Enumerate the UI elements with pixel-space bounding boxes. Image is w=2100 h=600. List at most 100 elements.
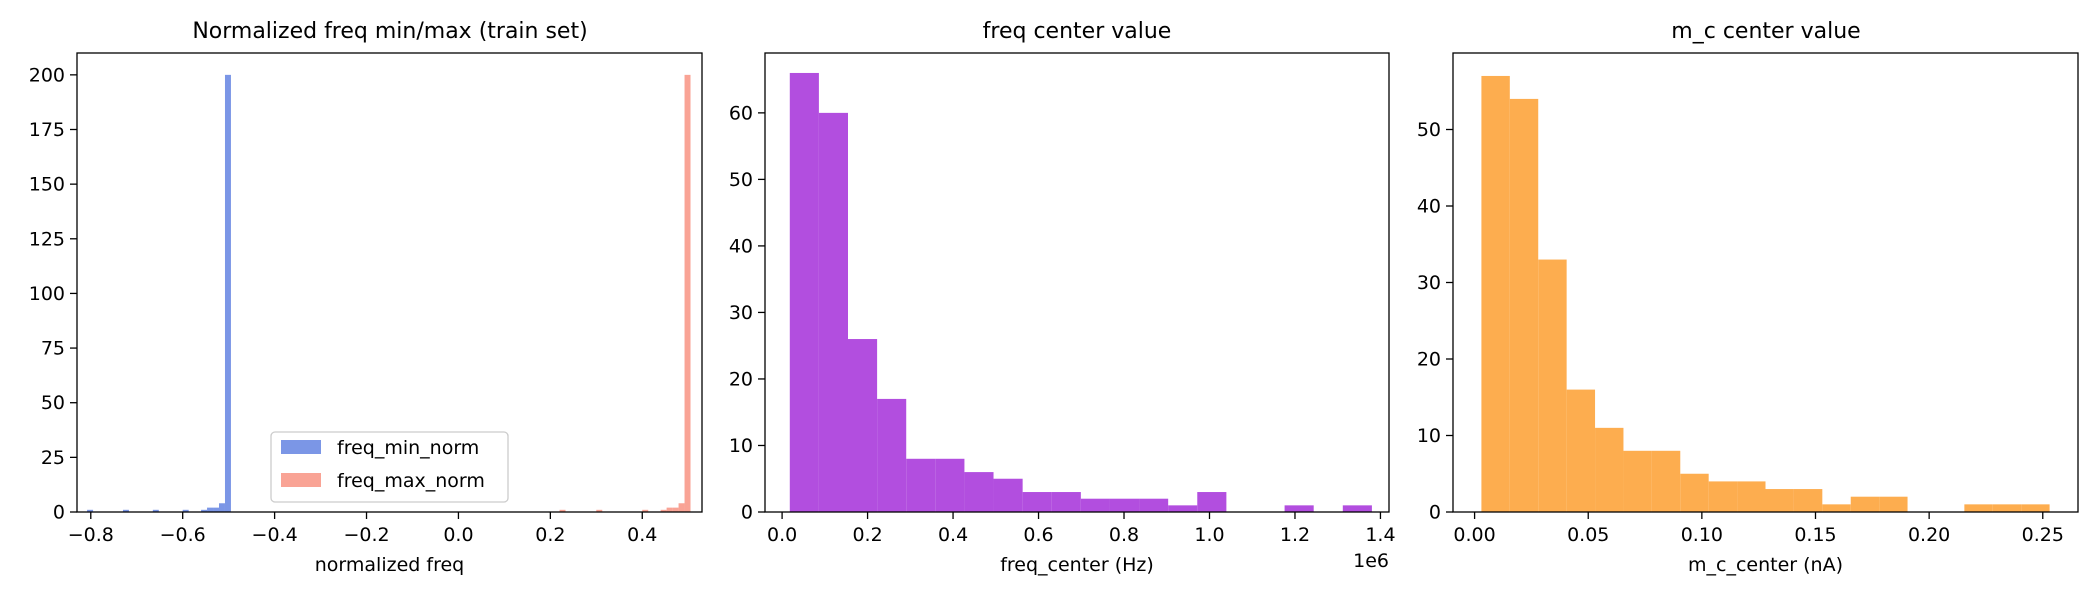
histogram-bar-series-0-11 <box>1109 498 1140 512</box>
bars <box>87 74 691 513</box>
x-tick-label: 0.0 <box>767 524 797 546</box>
histogram-bar-freq-max-norm-3 <box>660 509 667 512</box>
histogram-bar-series-0-4 <box>1595 427 1624 512</box>
x-axis-ticks: −0.8 −0.6 −0.4 −0.2 0.0 0.2 0.4 <box>68 512 657 546</box>
x-tick-label: 0.4 <box>938 524 968 546</box>
y-tick-label: 125 <box>29 228 65 250</box>
histogram-bar-series-0-19 <box>2021 504 2050 512</box>
y-axis-ticks: 0 10 20 30 40 50 <box>1417 119 1453 524</box>
x-axis-offset-text: 1e6 <box>1353 550 1389 572</box>
y-tick-label: 50 <box>41 392 65 414</box>
histogram-bar-freq-min-norm-7 <box>219 503 225 512</box>
y-tick-label: 20 <box>729 368 753 390</box>
x-axis-label: freq_center (Hz) <box>1000 554 1154 576</box>
histogram-bar-series-0-0 <box>789 72 819 513</box>
histogram-bar-series-0-17 <box>1284 505 1314 512</box>
y-tick-label: 40 <box>729 235 753 257</box>
y-tick-label: 50 <box>1417 119 1441 141</box>
histogram-bar-series-0-9 <box>1051 492 1081 512</box>
plot-frame <box>764 52 1390 513</box>
y-tick-label: 10 <box>729 435 753 457</box>
histogram-bar-series-0-10 <box>1765 489 1794 512</box>
y-tick-label: 200 <box>29 64 65 86</box>
legend-swatch-freq-max-norm <box>281 473 321 487</box>
y-tick-label: 175 <box>29 119 65 141</box>
histogram-bar-series-0-5 <box>935 458 965 512</box>
histogram-bar-freq-max-norm-2 <box>642 509 649 512</box>
histogram-bar-freq-max-norm-6 <box>678 503 685 512</box>
histogram-bar-series-0-8 <box>1708 481 1738 512</box>
x-axis-label: m_c_center (nA) <box>1688 554 1843 576</box>
histogram-bar-series-0-5 <box>1623 450 1652 512</box>
x-tick-label: 1.0 <box>1194 524 1224 546</box>
histogram-bar-series-0-0 <box>1481 75 1510 512</box>
x-tick-label: 0.20 <box>1908 524 1950 546</box>
histogram-bar-series-0-6 <box>964 472 994 512</box>
panel-m-c-center: m_c center value 0 10 20 30 40 50 0.00 0.05 0.1… <box>1417 19 2079 576</box>
y-tick-label: 100 <box>29 283 65 305</box>
y-tick-label: 10 <box>1417 425 1441 447</box>
chart-title: m_c center value <box>1671 19 1860 44</box>
histogram-bar-series-0-13 <box>1168 505 1198 512</box>
y-tick-label: 150 <box>29 174 65 196</box>
histogram-bar-freq-min-norm-3 <box>182 509 189 512</box>
y-tick-label: 0 <box>53 502 65 524</box>
y-tick-label: 0 <box>1429 502 1441 524</box>
plot-frame <box>1452 52 2079 513</box>
y-tick-label: 0 <box>741 502 753 524</box>
x-tick-label: 0.0 <box>443 524 473 546</box>
legend-frame <box>270 431 509 503</box>
histogram-bar-series-0-1 <box>1509 98 1539 513</box>
y-tick-label: 50 <box>729 169 753 191</box>
histogram-bar-series-0-13 <box>1850 496 1880 512</box>
histogram-bar-series-0-14 <box>1197 492 1227 512</box>
chart-title: Normalized freq min/max (train set) <box>192 19 587 44</box>
x-tick-label: −0.4 <box>252 524 298 546</box>
y-tick-label: 25 <box>41 447 65 469</box>
histogram-bar-series-0-2 <box>1538 259 1567 512</box>
histogram-bar-series-0-3 <box>877 398 907 512</box>
histogram-bar-series-0-9 <box>1737 481 1766 512</box>
y-axis-ticks: 0 10 20 30 40 50 60 <box>729 102 765 524</box>
legend-label-freq-max-norm: freq_max_norm <box>337 470 485 492</box>
histogram-bar-series-0-19 <box>1342 505 1372 512</box>
y-tick-label: 60 <box>729 102 753 124</box>
legend: freq_min_norm freq_max_norm <box>270 431 509 503</box>
legend-label-freq-min-norm: freq_min_norm <box>337 437 479 459</box>
histogram-bar-series-0-17 <box>1964 504 1993 512</box>
x-tick-label: −0.6 <box>160 524 206 546</box>
histogram-bar-freq-min-norm-6 <box>213 507 219 512</box>
x-tick-label: 1.2 <box>1280 524 1310 546</box>
x-tick-label: 0.15 <box>1794 524 1836 546</box>
histogram-bar-series-0-4 <box>906 458 936 512</box>
histogram-bar-series-0-7 <box>1680 473 1709 512</box>
x-tick-label: 0.4 <box>627 524 657 546</box>
y-tick-label: 40 <box>1417 196 1441 218</box>
legend-swatch-freq-min-norm <box>281 440 321 454</box>
y-axis-ticks: 0 25 50 75 100 125 150 175 200 <box>29 64 77 524</box>
y-tick-label: 75 <box>41 338 65 360</box>
histogram-bar-series-0-18 <box>1992 504 2022 512</box>
histogram-bar-freq-max-norm-4 <box>666 507 673 512</box>
histogram-bar-freq-min-norm-5 <box>207 507 214 512</box>
x-tick-label: 0.10 <box>1681 524 1723 546</box>
x-tick-label: 0.00 <box>1453 524 1495 546</box>
x-tick-label: 0.25 <box>2022 524 2064 546</box>
y-tick-label: 30 <box>729 302 753 324</box>
bars <box>1481 75 2050 513</box>
histogram-bar-series-0-12 <box>1139 498 1169 512</box>
histogram-bar-series-0-1 <box>818 112 848 513</box>
x-axis-label: normalized freq <box>315 554 464 576</box>
histogram-bar-freq-min-norm-2 <box>152 509 159 512</box>
x-tick-label: 0.05 <box>1567 524 1609 546</box>
histogram-bar-freq-max-norm-7 <box>684 74 691 513</box>
x-tick-label: −0.8 <box>68 524 114 546</box>
x-tick-label: 0.6 <box>1023 524 1053 546</box>
histogram-bar-freq-min-norm-1 <box>122 509 129 512</box>
panel-freq-min-max: Normalized freq min/max (train set) 0 25 5… <box>29 19 703 576</box>
plot-frame <box>76 52 703 513</box>
bars <box>789 72 1372 513</box>
x-tick-label: 0.2 <box>535 524 565 546</box>
